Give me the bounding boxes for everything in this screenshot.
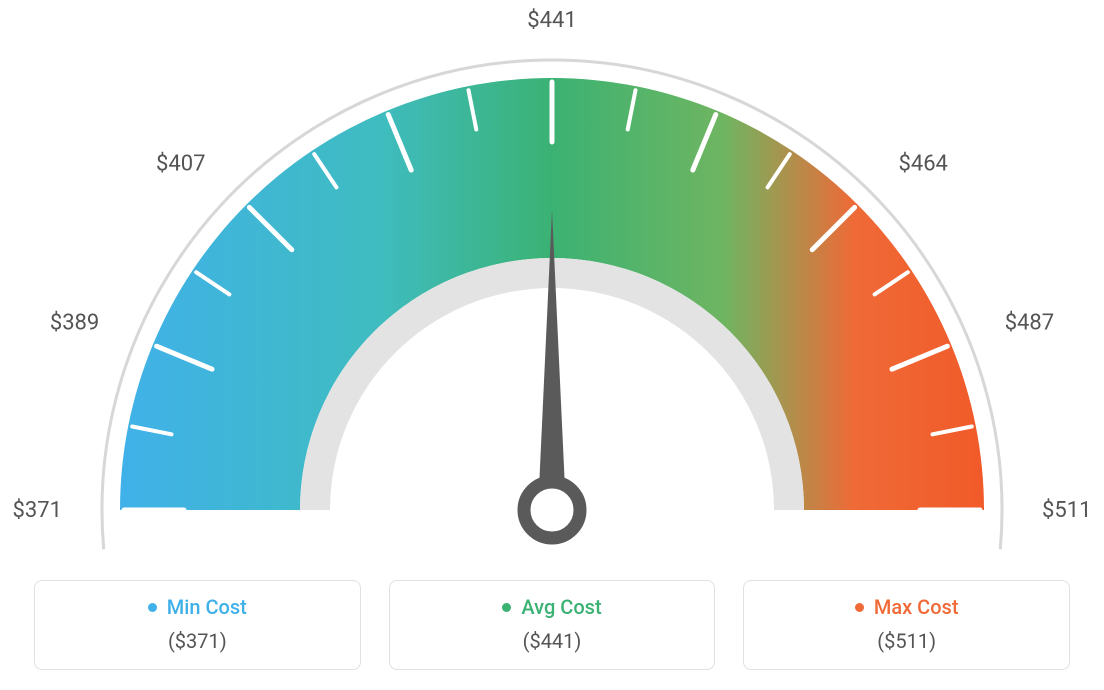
legend-value-avg: ($441) <box>400 629 705 653</box>
legend-title-max: Max Cost <box>855 595 959 619</box>
tick-label: $389 <box>50 310 99 335</box>
legend-label-max: Max Cost <box>874 595 959 619</box>
legend-title-avg: Avg Cost <box>502 595 601 619</box>
tick-label: $464 <box>898 152 947 177</box>
legend-label-min: Min Cost <box>167 595 247 619</box>
legend-card-max: Max Cost ($511) <box>743 580 1070 670</box>
tick-label: $511 <box>1042 498 1091 523</box>
tick-label: $441 <box>527 8 576 33</box>
tick-label: $487 <box>1005 310 1054 335</box>
chart-container: $371 $389 $407 $441 $464 $487 $511 Min Cost ($… <box>0 0 1104 690</box>
gauge-svg: $371 $389 $407 $441 $464 $487 $511 <box>0 0 1104 570</box>
legend-value-max: ($511) <box>754 629 1059 653</box>
dot-icon-avg <box>502 603 511 612</box>
legend-row: Min Cost ($371) Avg Cost ($441) Max Cost… <box>0 580 1104 670</box>
legend-title-min: Min Cost <box>148 595 247 619</box>
dot-icon-min <box>148 603 157 612</box>
tick-label: $371 <box>13 498 62 523</box>
legend-card-min: Min Cost ($371) <box>34 580 361 670</box>
dot-icon-max <box>855 603 864 612</box>
tick-label: $407 <box>156 152 205 177</box>
legend-card-avg: Avg Cost ($441) <box>389 580 716 670</box>
legend-value-min: ($371) <box>45 629 350 653</box>
legend-label-avg: Avg Cost <box>521 595 601 619</box>
gauge-area: $371 $389 $407 $441 $464 $487 $511 <box>0 0 1104 570</box>
